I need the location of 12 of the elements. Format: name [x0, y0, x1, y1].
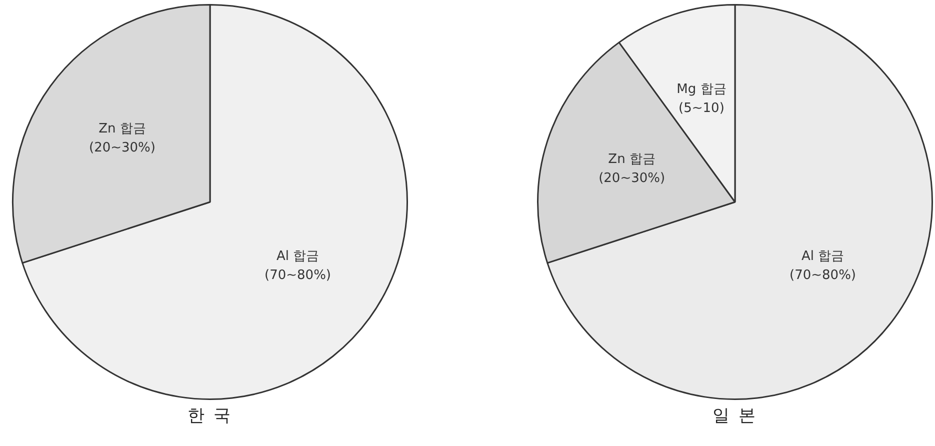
data-label: (5~10)	[678, 101, 724, 116]
slice-label: Al 합금	[801, 249, 844, 264]
data-label: (20~30%)	[88, 140, 156, 156]
data-label: (20~30%)	[598, 170, 666, 186]
text: 한 국	[186, 405, 234, 427]
slice-label: Zn 합금	[608, 152, 656, 167]
data-label: (70~80%)	[264, 268, 332, 284]
slice-label: Zn 합금	[98, 122, 146, 137]
data-label: (70~80%)	[790, 268, 856, 284]
slice-label: Al 합금	[276, 249, 320, 264]
slice-label: Mg 합금	[676, 82, 726, 98]
text: 일 본	[711, 405, 759, 427]
